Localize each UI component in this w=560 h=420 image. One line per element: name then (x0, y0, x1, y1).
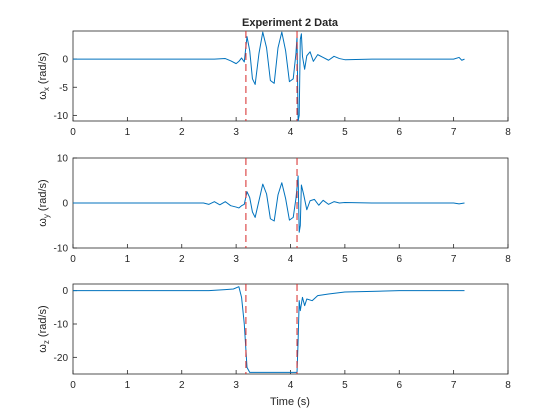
x-tick-label: 3 (233, 380, 239, 391)
x-tick-label: 4 (288, 127, 294, 138)
series-lines (73, 31, 465, 122)
x-tick-label: 8 (505, 127, 511, 138)
series-line (73, 175, 465, 233)
plot-area (72, 30, 509, 122)
x-tick-label: 5 (342, 254, 348, 265)
y-tick-label: 10 (57, 154, 69, 165)
x-tick-label: 1 (125, 254, 131, 265)
subplot-omega-x: Experiment 2 Data ωx (rad/s) 0 1 2 3 4 5 6 7 8 -1… (37, 17, 511, 138)
x-tick-label: 7 (451, 254, 457, 265)
x-tick-label: 0 (70, 380, 76, 391)
y-tick-label: 0 (62, 286, 68, 297)
series-lines (73, 284, 465, 374)
x-tick-label: 8 (505, 254, 511, 265)
x-tick-label: 7 (451, 380, 457, 391)
x-tick-label: 2 (179, 380, 185, 391)
ticks: 0 1 2 3 4 5 6 7 8 -20 -10 0 (54, 286, 512, 391)
x-tick-label: 1 (125, 127, 131, 138)
plot-area (72, 283, 509, 375)
x-tick-label: 6 (396, 127, 402, 138)
x-tick-label: 4 (288, 254, 294, 265)
y-tick-label: -5 (59, 83, 68, 94)
x-tick-label: 2 (179, 127, 185, 138)
x-axis-label: Time (s) (270, 396, 310, 408)
y-tick-label: -20 (54, 353, 69, 364)
y-tick-label: -10 (54, 320, 69, 331)
x-tick-label: 5 (342, 380, 348, 391)
y-axis-label: ωz (rad/s) (37, 305, 51, 352)
x-tick-label: 0 (70, 127, 76, 138)
chart-title: Experiment 2 Data (242, 17, 339, 29)
series-lines (73, 158, 465, 248)
x-tick-label: 6 (396, 254, 402, 265)
subplot-omega-z: ωz (rad/s) Time (s) 0 1 2 3 4 5 6 7 8 -20 -10 0 (37, 283, 512, 408)
x-tick-label: 4 (288, 380, 294, 391)
x-tick-label: 8 (505, 380, 511, 391)
x-tick-label: 6 (396, 380, 402, 391)
x-tick-label: 5 (342, 127, 348, 138)
x-tick-label: 3 (233, 254, 239, 265)
x-tick-label: 7 (451, 127, 457, 138)
y-axis-label: ωx (rad/s) (37, 52, 51, 99)
series-line (73, 31, 465, 122)
x-tick-label: 2 (179, 254, 185, 265)
y-tick-label: -10 (54, 244, 69, 255)
y-tick-label: -10 (54, 111, 69, 122)
y-axis-label: ωy (rad/s) (37, 179, 51, 226)
y-tick-label: 0 (62, 55, 68, 66)
y-tick-label: 0 (62, 199, 68, 210)
ticks: 0 1 2 3 4 5 6 7 8 -10 -5 0 (54, 55, 512, 138)
x-tick-label: 1 (125, 380, 131, 391)
series-line (73, 286, 465, 373)
x-tick-label: 0 (70, 254, 76, 265)
x-tick-label: 3 (233, 127, 239, 138)
